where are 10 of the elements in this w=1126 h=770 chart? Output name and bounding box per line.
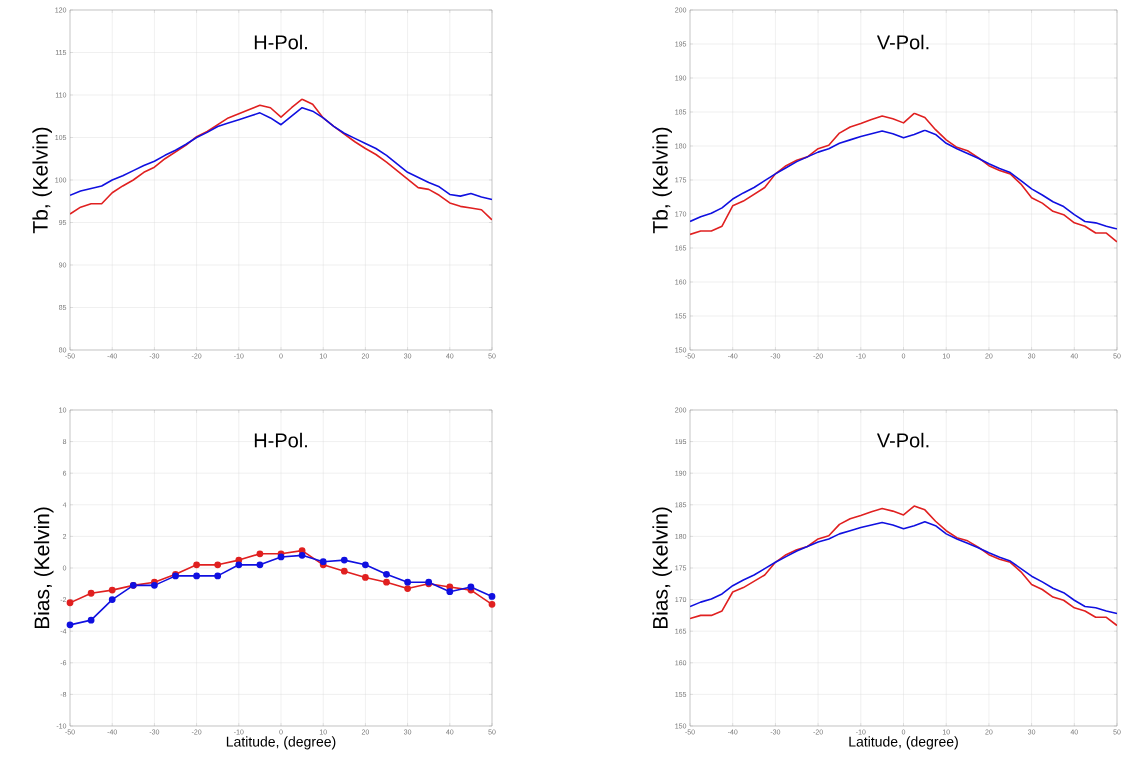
y-axis-title: Tb, (Kelvin): [32, 127, 52, 234]
x-axis-title: Latitude, (degree): [226, 736, 336, 750]
text: V-Pol.: [876, 432, 929, 448]
text: V-Pol.: [876, 34, 929, 50]
y-axis-title: Tb, (Kelvin): [652, 127, 672, 234]
text: H-Pol.: [254, 432, 307, 448]
x-axis-title: Latitude, (degree): [849, 736, 958, 750]
y-axis-title: Bias, (Kelvin): [652, 507, 672, 629]
text: H-Pol.: [254, 34, 307, 50]
y-axis-title: Bias, (Kelvin): [33, 507, 54, 629]
